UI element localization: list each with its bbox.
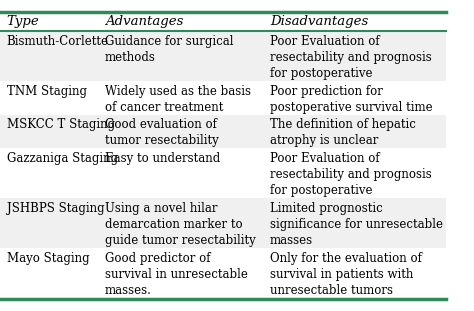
FancyBboxPatch shape (0, 148, 446, 198)
FancyBboxPatch shape (0, 31, 446, 81)
Text: Type: Type (7, 15, 39, 28)
Text: Disadvantages: Disadvantages (270, 15, 368, 28)
Text: TNM Staging: TNM Staging (7, 85, 87, 98)
Text: Poor Evaluation of
resectability and prognosis
for postoperative: Poor Evaluation of resectability and pro… (270, 152, 432, 197)
Text: Mayo Staging: Mayo Staging (7, 252, 89, 265)
Text: Good predictor of
survival in unresectable
masses.: Good predictor of survival in unresectab… (105, 252, 248, 297)
Text: Advantages: Advantages (105, 15, 183, 28)
FancyBboxPatch shape (0, 81, 446, 115)
Text: Limited prognostic
significance for unresectable
masses: Limited prognostic significance for unre… (270, 202, 443, 247)
Text: Good evaluation of
tumor resectability: Good evaluation of tumor resectability (105, 118, 219, 147)
Text: Widely used as the basis
of cancer treatment: Widely used as the basis of cancer treat… (105, 85, 251, 114)
Text: MSKCC T Staging: MSKCC T Staging (7, 118, 115, 132)
Text: Gazzaniga Staging: Gazzaniga Staging (7, 152, 118, 165)
Text: Poor prediction for
postoperative survival time: Poor prediction for postoperative surviv… (270, 85, 432, 114)
Text: Only for the evaluation of
survival in patients with
unresectable tumors: Only for the evaluation of survival in p… (270, 252, 422, 297)
Text: Guidance for surgical
methods: Guidance for surgical methods (105, 35, 233, 64)
FancyBboxPatch shape (0, 248, 446, 299)
Text: Bismuth-Corlette: Bismuth-Corlette (7, 35, 109, 48)
Text: Easy to understand: Easy to understand (105, 152, 220, 165)
Text: The definition of hepatic
atrophy is unclear: The definition of hepatic atrophy is unc… (270, 118, 416, 147)
Text: JSHBPS Staging: JSHBPS Staging (7, 202, 104, 215)
Text: Poor Evaluation of
resectability and prognosis
for postoperative: Poor Evaluation of resectability and pro… (270, 35, 432, 80)
FancyBboxPatch shape (0, 198, 446, 248)
Text: Using a novel hilar
demarcation marker to
guide tumor resectability: Using a novel hilar demarcation marker t… (105, 202, 255, 247)
FancyBboxPatch shape (0, 115, 446, 148)
